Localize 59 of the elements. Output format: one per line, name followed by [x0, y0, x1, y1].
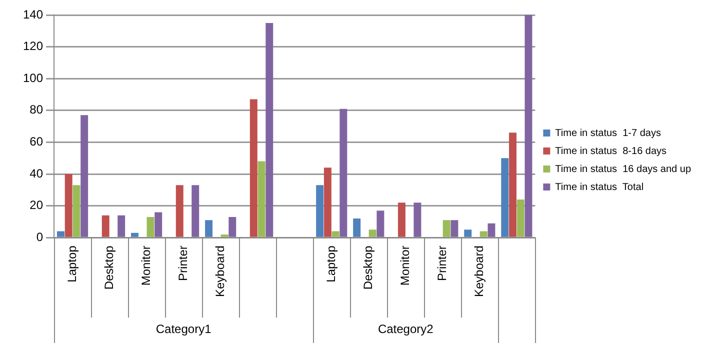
text: Category2	[378, 322, 434, 336]
bar	[64, 174, 72, 237]
bar	[102, 215, 110, 237]
bar	[266, 22, 274, 237]
bar	[316, 185, 324, 237]
bar	[80, 115, 88, 237]
x-tick-label: Desktop	[360, 245, 375, 290]
y-tick-label: 60	[30, 134, 44, 149]
bar	[353, 218, 361, 237]
x-tick-label: Laptop	[64, 245, 79, 282]
x-tick-label: Desktop	[102, 245, 116, 290]
bar	[450, 220, 458, 237]
y-tick-label: 120	[22, 39, 44, 54]
bar	[376, 210, 384, 237]
bar	[131, 232, 138, 237]
legend-label: Time in status 1-7 days	[555, 128, 661, 139]
y-tick-label: 20	[30, 198, 44, 212]
bar	[414, 202, 422, 237]
x-tick-label: Monitor	[398, 246, 412, 286]
bar	[228, 216, 236, 237]
bar	[501, 158, 509, 237]
bar	[205, 220, 213, 237]
x-tick-label: Printer	[434, 246, 449, 281]
bar	[118, 215, 126, 237]
bar	[176, 185, 184, 237]
x-tick-label: Printer	[176, 246, 190, 281]
bar	[368, 230, 376, 237]
bar	[258, 161, 266, 237]
bar	[154, 212, 162, 237]
bar	[56, 231, 64, 237]
bar	[442, 220, 450, 237]
y-tick-label: 40	[30, 166, 44, 180]
bar	[464, 230, 472, 237]
bar	[398, 202, 406, 237]
y-tick-label: 0	[36, 230, 44, 244]
text: Category1	[156, 322, 212, 336]
legend-label: Time in status 8-16 days	[555, 146, 667, 157]
bar	[192, 185, 200, 237]
x-tick-label: Keyboard	[472, 246, 486, 298]
y-tick-label: 100	[22, 70, 44, 85]
bar	[220, 234, 228, 237]
x-tick-label: Laptop	[324, 245, 338, 282]
bar	[146, 216, 154, 237]
bar	[524, 15, 532, 237]
legend-label: Time in status 16 days and up	[555, 164, 692, 175]
bar	[480, 231, 488, 237]
bar	[72, 185, 80, 237]
legend-label: Time in status Total	[555, 182, 644, 193]
bar	[488, 223, 496, 237]
bar	[509, 132, 516, 237]
bar	[332, 231, 340, 237]
bar	[516, 199, 524, 237]
y-tick-label: 140	[22, 7, 44, 22]
y-tick-label: 80	[30, 102, 44, 117]
bar	[340, 108, 348, 237]
x-tick-label: Keyboard	[212, 246, 227, 298]
bar	[324, 168, 332, 237]
bar	[250, 99, 258, 237]
x-tick-label: Monitor	[138, 246, 153, 286]
